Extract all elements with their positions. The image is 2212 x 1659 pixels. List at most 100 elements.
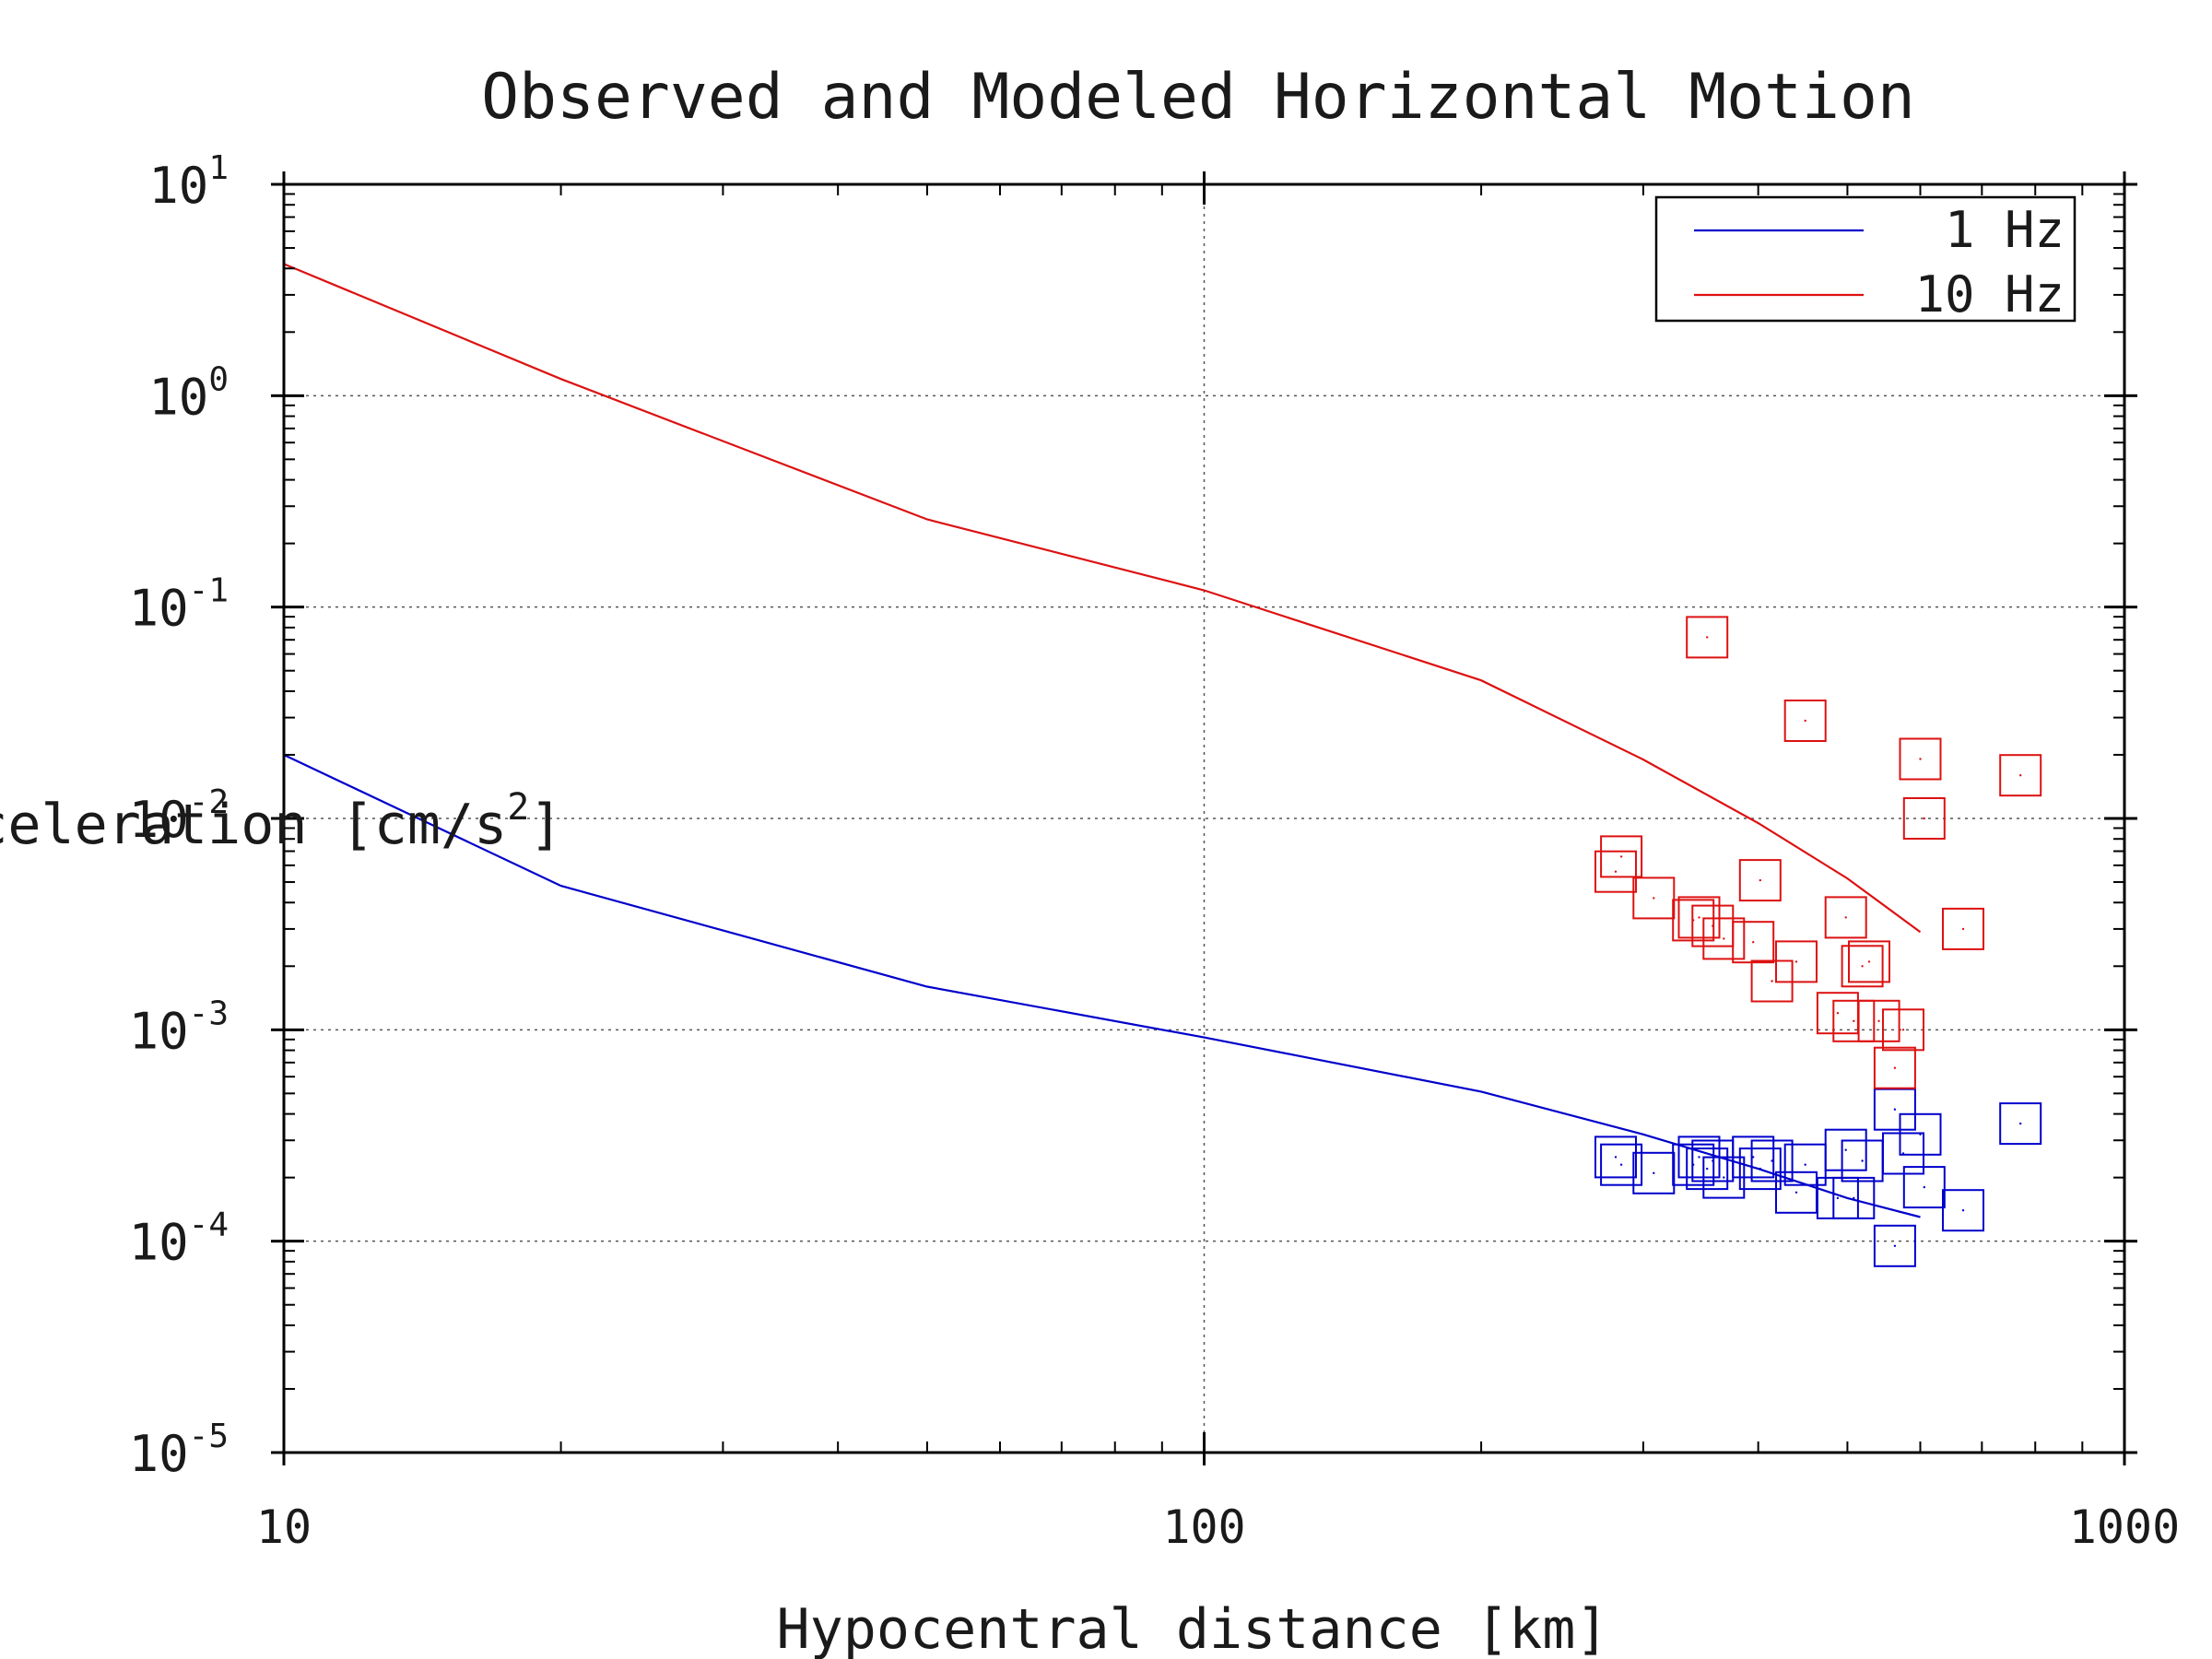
observed-point	[1882, 1008, 1924, 1052]
observed-point	[1873, 1046, 1916, 1089]
observed-point	[1873, 1224, 1916, 1267]
y-axis-label-text: Acceleration [cm/s	[0, 793, 507, 857]
y-tick-label-base: 10	[129, 1214, 189, 1272]
observed-point	[1732, 1135, 1775, 1179]
observed-point-center	[1893, 1244, 1897, 1248]
y-tick-label-exponent: -5	[189, 1418, 229, 1455]
observed-point-center	[1836, 1196, 1840, 1200]
observed-point-center	[1853, 1196, 1855, 1200]
y-tick-label-base: 10	[129, 1002, 189, 1060]
observed-point	[1824, 896, 1867, 939]
y-tick-label-exponent: 1	[208, 149, 229, 187]
observed-point	[1857, 999, 1900, 1042]
y-tick-label: 10-1	[129, 572, 229, 638]
observed-point-center	[1723, 937, 1725, 940]
axis-ticks	[271, 171, 2137, 1465]
observed-point	[1738, 859, 1782, 902]
y-tick-label-base: 10	[129, 791, 189, 849]
observed-point	[1775, 940, 1818, 983]
observed-point	[1686, 616, 1729, 659]
observed-point-center	[1614, 1156, 1618, 1159]
observed-point-center	[2019, 774, 2022, 777]
observed-point-center	[1961, 1209, 1965, 1212]
y-tick-label-base: 10	[129, 1425, 189, 1483]
observed-point-center	[1759, 878, 1762, 882]
observed-point	[1899, 1112, 1942, 1156]
observed-point	[1632, 1151, 1676, 1194]
observed-point-center	[1804, 1163, 1806, 1166]
chart-title: Observed and Modeled Horizontal Motion	[481, 61, 1915, 134]
observed-point-center	[1712, 924, 1714, 927]
legend: 1 Hz 10 Hz	[1654, 195, 2077, 324]
model-line	[283, 263, 1922, 934]
observed-point-center	[1771, 1159, 1773, 1162]
series-1	[283, 263, 2042, 1089]
observed-point-center	[1614, 870, 1618, 873]
observed-point-center	[1919, 758, 1922, 760]
observed-point	[1702, 917, 1746, 960]
observed-point	[1841, 945, 1884, 988]
y-tick-label-base: 10	[148, 368, 208, 426]
observed-point-center	[1698, 916, 1700, 919]
observed-point-center	[1706, 1167, 1709, 1171]
observed-point-center	[1853, 1019, 1855, 1023]
y-axis-label: Acceleration [cm/s2]	[0, 786, 562, 857]
observed-point-center	[1706, 636, 1709, 639]
observed-point-center	[1844, 1148, 1847, 1151]
observed-point	[1902, 797, 1946, 840]
legend-label: 1 Hz	[1945, 201, 2065, 259]
y-axis-label-superscript: 2	[507, 786, 529, 829]
series-0	[283, 754, 2042, 1267]
y-tick-label-exponent: 0	[208, 360, 229, 398]
observed-point-center	[1653, 897, 1655, 900]
observed-point-center	[1752, 941, 1755, 944]
x-tick-label: 10	[256, 1500, 312, 1554]
observed-point-center	[1836, 1012, 1840, 1015]
observed-point	[1999, 754, 2042, 797]
observed-point-center	[1844, 916, 1847, 919]
y-tick-label: 101	[148, 149, 229, 215]
observed-point	[1783, 700, 1827, 742]
y-tick-label-exponent: -3	[189, 994, 229, 1032]
observed-point-center	[1901, 1029, 1905, 1031]
observed-point	[1600, 1143, 1643, 1186]
observed-point	[1899, 737, 1942, 781]
y-tick-label: 10-3	[129, 994, 229, 1060]
legend-box	[1654, 195, 2077, 323]
observed-point-center	[1804, 719, 1806, 723]
y-tick-label: 10-2	[129, 783, 229, 849]
observed-point	[1942, 907, 1984, 950]
observed-point-center	[1619, 855, 1623, 858]
observed-point-center	[1794, 1191, 1798, 1194]
x-tick-label: 100	[1162, 1500, 1245, 1554]
observed-point	[1632, 877, 1676, 920]
y-tick-label-base: 10	[129, 580, 189, 638]
observed-point-center	[1653, 1171, 1655, 1175]
x-axis-tick-labels: 10 100 1000	[256, 1500, 2180, 1554]
observed-point-center	[1867, 960, 1871, 963]
observed-point-center	[1893, 1108, 1897, 1111]
x-tick-label: 1000	[2069, 1500, 2180, 1554]
observed-point	[1848, 940, 1890, 983]
observed-point	[1902, 1166, 1946, 1209]
observed-point-center	[1923, 1185, 1925, 1189]
observed-point	[1732, 921, 1775, 964]
observed-point-center	[1698, 1156, 1700, 1159]
observed-point-center	[1759, 1167, 1762, 1171]
y-axis-label-end: ]	[529, 793, 562, 857]
observed-point	[1750, 1139, 1794, 1182]
observed-point	[1600, 835, 1643, 878]
y-tick-label-exponent: -1	[189, 572, 229, 610]
legend-items: 1 Hz 10 Hz	[1694, 201, 2065, 324]
observed-point-center	[1712, 1159, 1714, 1162]
y-tick-label: 10-5	[129, 1418, 229, 1483]
observed-point-center	[1923, 817, 1925, 820]
y-tick-label-exponent: -2	[189, 783, 229, 821]
y-tick-label: 10-4	[129, 1206, 229, 1272]
observed-point-center	[1893, 1066, 1897, 1069]
plot-series	[283, 263, 2042, 1267]
observed-point	[1999, 1102, 2042, 1146]
observed-point-center	[1961, 927, 1965, 931]
